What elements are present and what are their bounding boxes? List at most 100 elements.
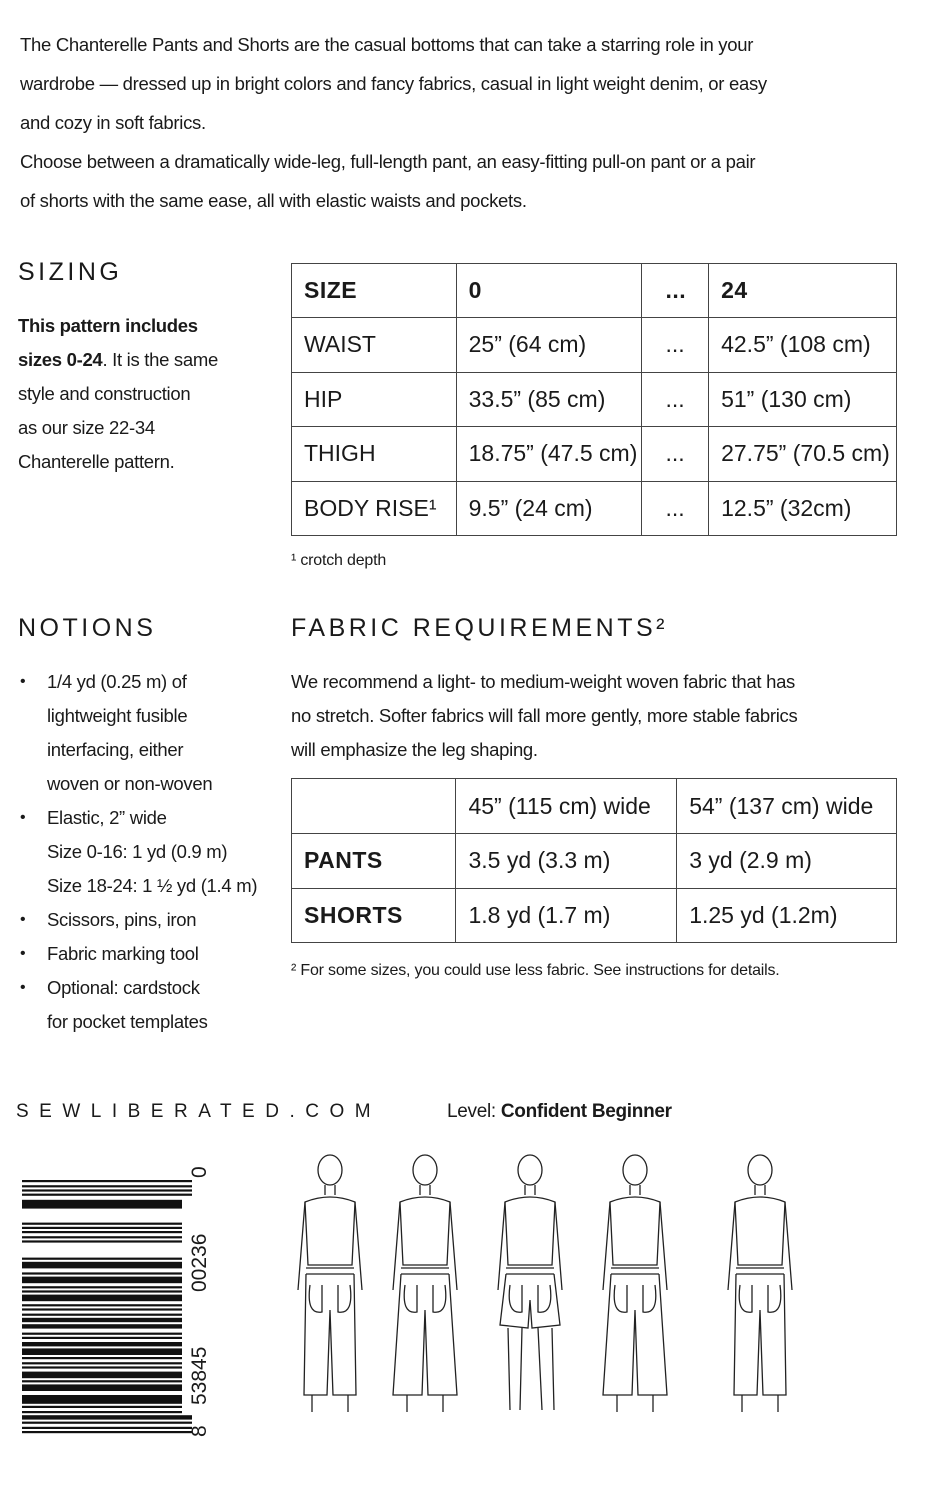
fabric-footnote: ² For some sizes, you could use less fab… [291,962,780,979]
barcode-bar [22,1276,182,1284]
table-cell: 3.5 yd (3.3 m) [455,833,678,889]
garment-illustrations [297,1154,793,1412]
table-row: PANTS 3.5 yd (3.3 m) 3 yd (2.9 m) [290,833,897,889]
sizing-desc-text: Chanterelle pattern. [18,451,175,472]
barcode-bar [22,1405,182,1408]
sizing-desc-bold: This pattern includes [18,315,198,336]
sizing-heading: SIZING [18,258,123,286]
barcode-bar [22,1185,192,1188]
level-value: Confident Beginner [500,1101,672,1122]
barcode-digit: 8 [188,1425,211,1437]
table-cell: 42.5” (108 cm) [708,317,897,373]
barcode-bar [22,1411,182,1414]
fabric-heading: FABRIC REQUIREMENTS² [291,614,668,642]
table-cell: 45” (115 cm) wide [455,778,678,834]
notion-item: Fabric marking tool [47,943,199,964]
table-cell: 3 yd (2.9 m) [676,833,897,889]
table-row: BODY RISE¹ 9.5” (24 cm)... 12.5” (32cm) [291,480,897,536]
barcode-bar [22,1380,182,1383]
intro-line: of shorts with the same ease, all with e… [20,190,527,211]
sizing-desc-text: style and construction [18,383,191,404]
figure-illustration [497,1154,563,1411]
bullet-icon: • [20,911,26,928]
skill-level: Level: Confident Beginner [447,1101,672,1123]
sizing-desc-line: Chanterelle pattern. [18,451,175,473]
barcode-bar [22,1362,182,1365]
notion-item: 1/4 yd (0.25 m) of [47,671,187,692]
notion-item: Optional: cardstock [47,977,200,998]
notion-item: Size 18-24: 1 ½ yd (1.4 m) [47,875,258,896]
table-cell: 9.5” (24 cm) [455,480,642,536]
notion-item: Elastic, 2” wide [47,807,167,828]
size-chart-table: SIZE 0... 24 WAIST 25” (64 cm)... 42.5” (108 … [291,263,897,536]
figure-illustration [297,1154,363,1412]
barcode-bar [22,1357,182,1360]
barcode-bar [22,1431,192,1434]
sizing-desc-line: This pattern includes [18,315,198,337]
barcode-digit: 0 [188,1166,211,1178]
sizing-desc-text: as our size 22-34 [18,417,155,438]
bullet-icon: • [20,979,26,996]
notions-heading: NOTIONS [18,614,157,642]
table-cell: ... [640,371,710,427]
table-cell: 18.75” (47.5 cm) [455,426,642,482]
fabric-desc-line: will emphasize the leg shaping. [291,739,538,760]
table-cell: ... [640,263,710,318]
table-cell: PANTS [290,833,457,889]
table-cell: 51” (130 cm) [708,371,897,427]
table-cell: HIP [291,371,457,427]
barcode-bar [22,1261,182,1269]
table-cell: 1.8 yd (1.7 m) [455,887,678,943]
size-footnote: ¹ crotch depth [291,552,387,569]
barcode-bar [22,1290,182,1293]
table-cell: 12.5” (32cm) [708,480,897,536]
barcode-bar [22,1415,192,1420]
sizing-desc-bold: sizes 0-24 [18,349,103,370]
barcode-digit: 00236 [188,1234,211,1292]
table-cell: 33.5” (85 cm) [455,371,642,427]
bullet-icon: • [20,809,26,826]
table-cell: ... [640,317,710,373]
barcode-bar [22,1332,182,1335]
fabric-desc-line: no stretch. Softer fabrics will fall mor… [291,705,798,726]
barcode-bar [22,1222,182,1225]
barcode-bar [22,1426,192,1429]
table-cell: 27.75” (70.5 cm) [708,426,897,482]
table-cell: 24 [708,263,897,318]
sizing-desc-line: sizes 0-24. It is the same [18,349,218,371]
table-cell: SHORTS [290,887,457,943]
notion-item: for pocket templates [47,1011,208,1032]
barcode-bar [22,1421,192,1424]
barcode-bar [22,1313,182,1316]
notion-item: Size 0-16: 1 yd (0.9 m) [47,841,228,862]
table-cell: ... [640,426,710,482]
fabric-requirements-table: 45” (115 cm) wide 54” (137 cm) wide PANTS 3… [290,778,897,943]
intro-line: and cozy in soft fabrics. [20,112,206,133]
intro-line: The Chanterelle Pants and Shorts are the… [20,34,754,55]
barcode-bar [22,1226,182,1229]
notion-item: woven or non-woven [47,773,213,794]
table-row: SHORTS 1.8 yd (1.7 m) 1.25 yd (1.2m) [290,887,897,943]
barcode-bar [22,1304,182,1307]
table-cell [290,778,457,834]
notion-item: interfacing, either [47,739,184,760]
barcode-bar [22,1395,182,1404]
barcode-bar [22,1272,182,1275]
barcode-bar [22,1384,182,1391]
table-cell: 25” (64 cm) [455,317,642,373]
barcode-bar [22,1336,182,1339]
barcode-bar [22,1308,182,1311]
website-text: SEWLIBERATED.COM [16,1101,382,1122]
barcode-bar [22,1257,182,1260]
table-cell: ... [640,480,710,536]
notion-item: Scissors, pins, iron [47,909,197,930]
sizing-desc-text: . It is the same [102,349,218,370]
barcode-bar [22,1348,182,1355]
table-row: HIP 33.5” (85 cm)... 51” (130 cm) [291,371,897,427]
figure-illustration [392,1154,458,1412]
barcode-bar [22,1180,192,1183]
table-row: THIGH 18.75” (47.5 cm)... 27.75” (70.5 cm) [291,426,897,482]
intro-line: Choose between a dramatically wide-leg, … [20,151,756,172]
table-row: SIZE 0... 24 [291,263,897,318]
fabric-desc-line: We recommend a light- to medium-weight w… [291,671,796,692]
